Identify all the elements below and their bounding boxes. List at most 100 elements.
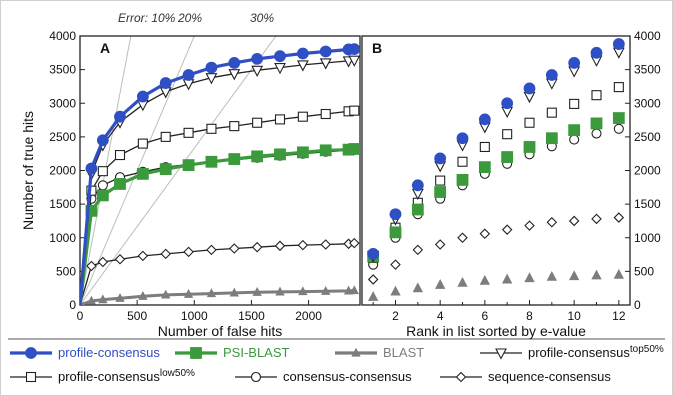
data-point — [546, 270, 557, 281]
data-point — [274, 63, 286, 75]
data-point — [389, 226, 402, 239]
data-point — [136, 90, 149, 103]
y-tick-label: 4000 — [634, 29, 661, 43]
data-point — [502, 129, 513, 140]
data-point — [412, 244, 424, 256]
data-point — [321, 285, 331, 295]
data-point — [251, 52, 264, 65]
data-point — [523, 141, 536, 153]
data-point — [591, 128, 602, 139]
data-point — [568, 57, 581, 69]
error-line-label: 20% — [177, 11, 202, 25]
series-0 — [80, 43, 360, 305]
data-point — [569, 98, 580, 109]
data-point — [274, 240, 286, 252]
legend-swatch-marker — [455, 371, 467, 383]
y-tick-label: 1500 — [634, 197, 661, 211]
data-point — [96, 134, 109, 147]
data-point — [456, 132, 469, 145]
data-point — [86, 295, 97, 305]
data-point — [568, 215, 580, 227]
x-tick-label: 2000 — [295, 309, 322, 323]
data-point — [613, 82, 624, 93]
data-point — [229, 243, 240, 254]
legend-label: PSI-BLAST — [223, 345, 290, 360]
data-point — [348, 143, 360, 155]
data-point — [590, 46, 603, 59]
data-point — [569, 134, 580, 145]
panel-a: Error: 10% 20% 30% A 0 500 1000 1500 2000 0 500 100… — [20, 11, 361, 339]
data-point — [205, 73, 218, 85]
data-point — [612, 38, 625, 50]
y-axis-label: Number of true hits — [20, 111, 36, 230]
data-point — [85, 162, 98, 175]
x-tick-label: 8 — [526, 309, 533, 323]
data-point — [114, 178, 126, 190]
data-point — [348, 55, 360, 67]
data-point — [523, 82, 536, 95]
data-point — [98, 294, 108, 304]
data-point — [296, 146, 309, 159]
y-tick-label: 3500 — [634, 63, 661, 77]
legend-swatch-marker — [190, 347, 202, 359]
panel-label: A — [100, 40, 110, 56]
data-point — [251, 150, 264, 163]
legend-label-superscript: top50% — [630, 344, 664, 355]
data-point — [545, 132, 558, 145]
data-point — [274, 148, 286, 161]
data-point — [456, 174, 469, 186]
data-point — [97, 180, 108, 191]
data-point — [457, 276, 468, 287]
data-point — [296, 47, 309, 60]
data-point — [114, 149, 126, 161]
error-line-label: Error: 10% — [118, 11, 176, 25]
data-point — [613, 212, 625, 223]
legend-item: BLAST — [335, 345, 424, 360]
data-point — [320, 108, 331, 120]
data-point — [367, 247, 380, 260]
data-point — [434, 186, 447, 198]
y-tick-label: 1000 — [634, 231, 661, 245]
series-group — [80, 43, 360, 305]
legend-item: PSI-BLAST — [175, 345, 290, 360]
x-tick-label: 12 — [612, 309, 626, 323]
data-point — [182, 159, 195, 172]
data-point — [137, 138, 148, 149]
data-point — [457, 156, 468, 167]
data-point — [591, 269, 602, 280]
y-tick-label: 4000 — [49, 29, 76, 43]
data-point — [524, 272, 535, 283]
data-point — [349, 237, 360, 249]
y-tick-label: 500 — [634, 264, 654, 278]
data-point — [183, 246, 194, 258]
y-tick-label: 2000 — [49, 164, 76, 178]
data-point — [479, 228, 491, 239]
data-point — [136, 167, 149, 180]
data-point — [115, 293, 125, 302]
legend-swatch-marker — [25, 371, 37, 383]
y-tick-label: 3000 — [634, 96, 661, 110]
data-point — [367, 274, 379, 285]
data-point — [412, 282, 423, 293]
data-point — [390, 259, 401, 270]
y-tick-label: 1500 — [49, 197, 76, 211]
data-point — [159, 77, 172, 89]
y-tick-label: 500 — [56, 264, 76, 278]
data-point — [501, 151, 514, 163]
y-tick-label: 2500 — [634, 130, 661, 144]
data-point — [161, 289, 171, 299]
data-point — [545, 69, 558, 81]
data-point — [96, 189, 109, 202]
data-point — [183, 127, 194, 138]
data-point — [457, 232, 468, 244]
data-point — [319, 144, 332, 157]
series-6 — [367, 212, 625, 285]
data-point — [612, 112, 625, 124]
legend-label: BLAST — [383, 345, 424, 360]
series-2 — [368, 268, 624, 301]
data-point — [319, 45, 332, 58]
legend-label: consensus-consensus — [283, 369, 412, 384]
data-point — [613, 268, 624, 279]
data-point — [524, 220, 535, 231]
